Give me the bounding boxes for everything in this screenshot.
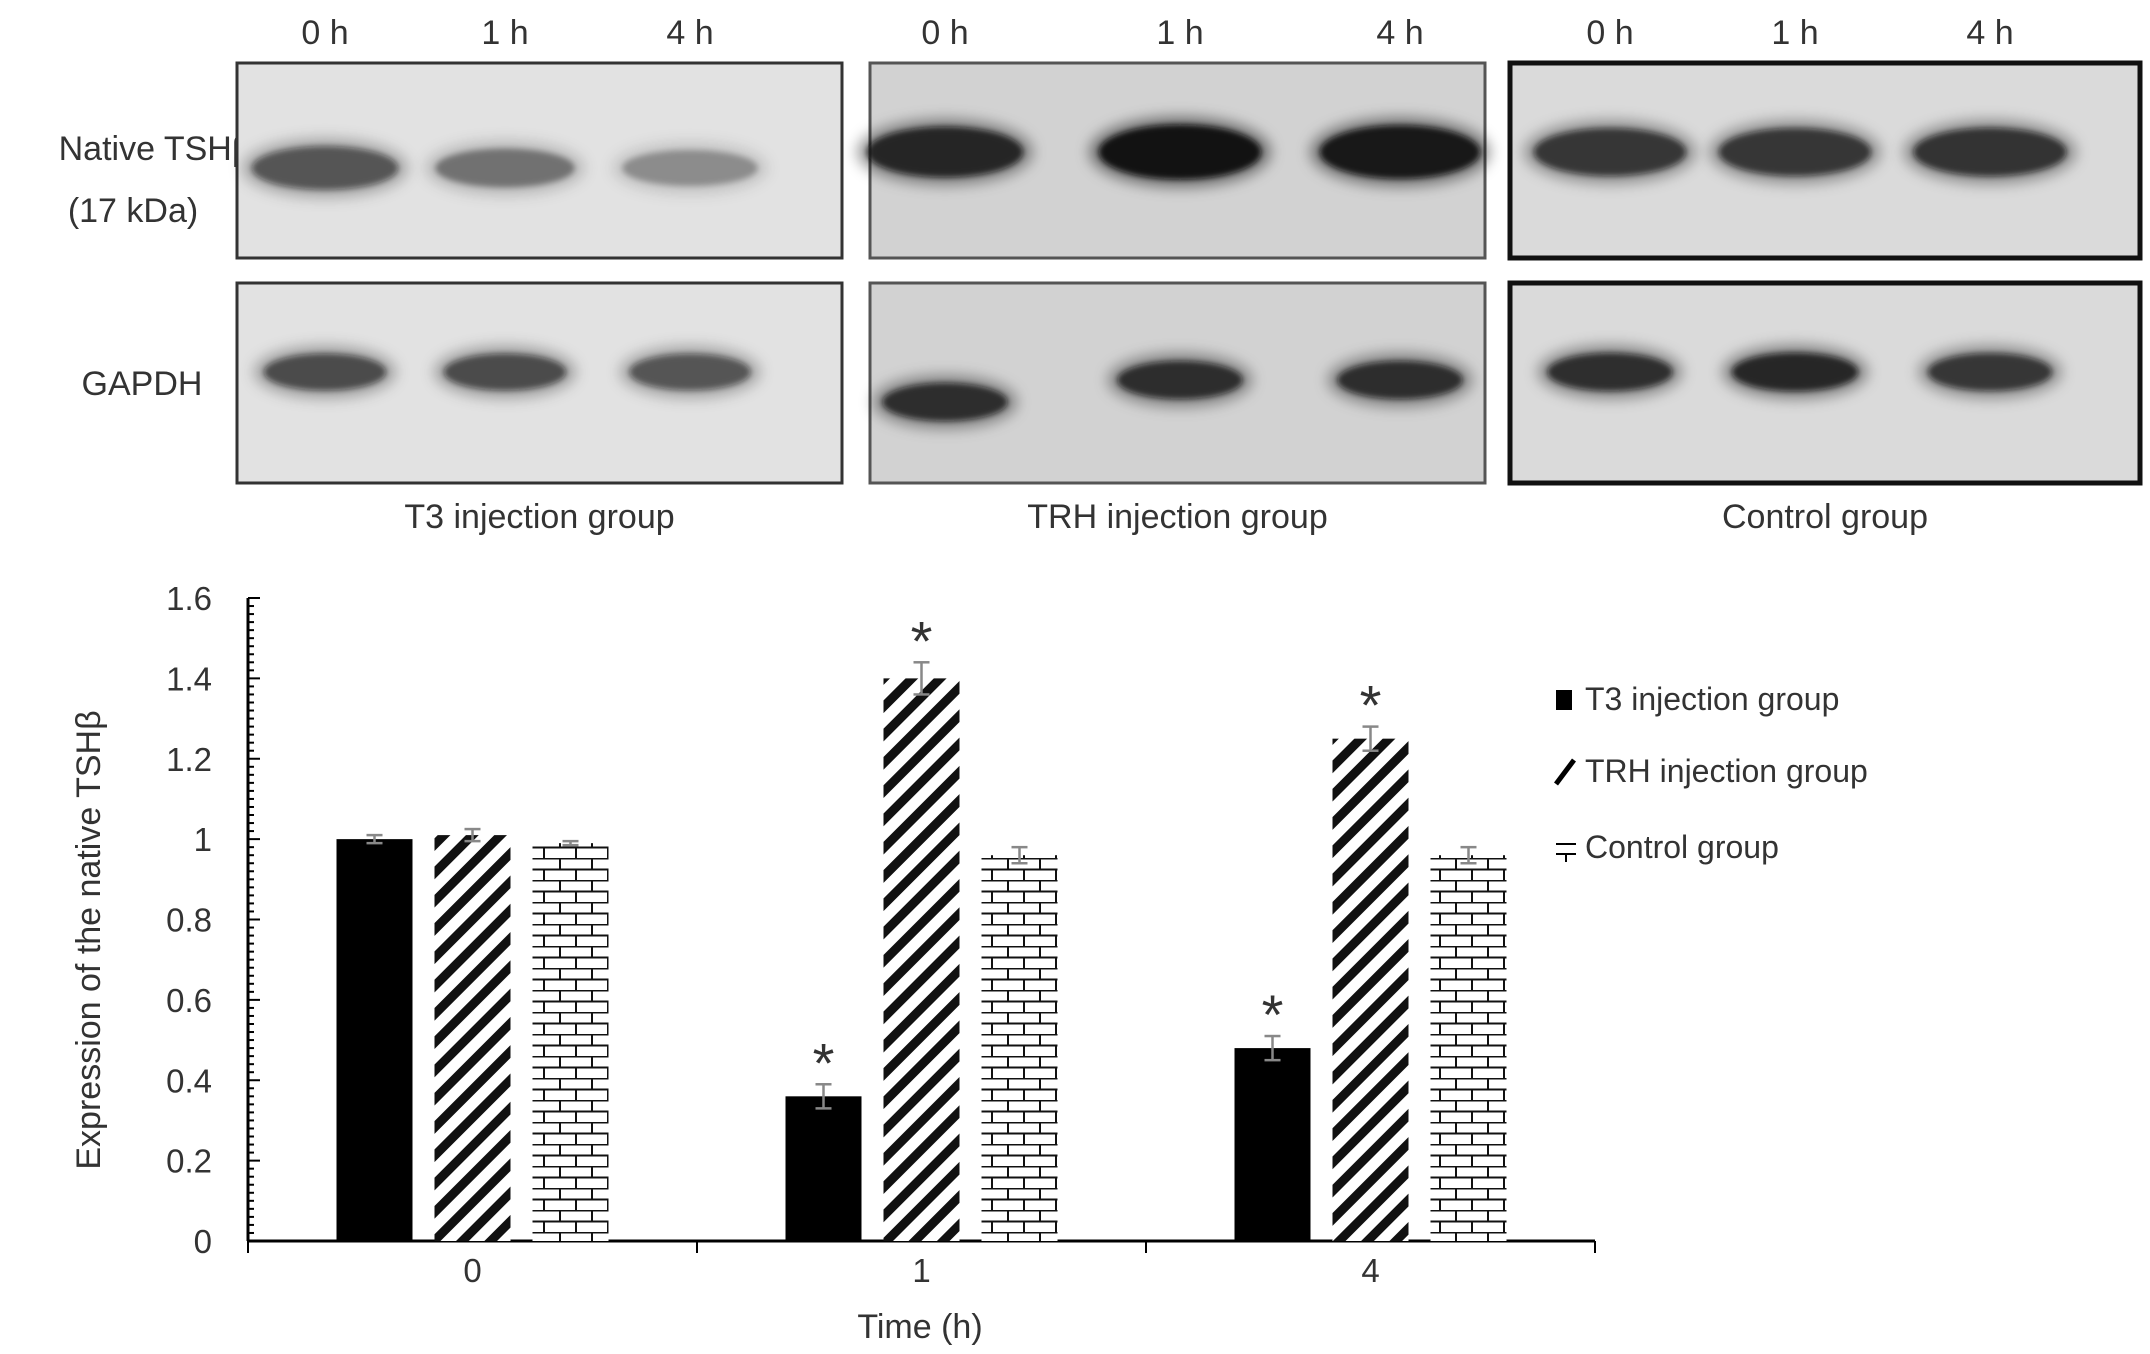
- panel-caption: Control group: [1722, 498, 1928, 536]
- bar-chart: 0 0.2 0.4 0.6 0.8 1 1.2 1.4 1.6 0 1 4 * * * * Express…: [70, 580, 1868, 1346]
- y-tick-label: 1.2: [166, 741, 212, 778]
- band: [622, 150, 758, 186]
- legend-label: T3 injection group: [1585, 681, 1839, 717]
- legend-swatch-brick: [1556, 843, 1576, 862]
- blot-panel-1: 0 h 1 h 4 h TRH injection group: [857, 14, 1490, 536]
- lane-label: 1 h: [481, 14, 528, 52]
- blot-panels: 0 h 1 h 4 h T3 injection group 0 h 1 h 4 h TRH …: [235, 14, 2143, 536]
- bar-0-2: [1234, 1048, 1311, 1241]
- lane-label: 4 h: [666, 14, 713, 52]
- bars: * * * *: [336, 609, 1507, 1241]
- row-label-tsh-kda: (17 kDa): [68, 192, 198, 230]
- bar-1-1: [883, 678, 960, 1241]
- band: [1547, 353, 1673, 391]
- band: [629, 353, 751, 391]
- band: [1117, 361, 1243, 399]
- band: [252, 146, 398, 190]
- legend-label: TRH injection group: [1585, 753, 1868, 789]
- legend-swatch-stripes: [1554, 758, 1576, 786]
- lane-label: 0 h: [1586, 14, 1633, 52]
- significance-asterisk: *: [1360, 674, 1382, 737]
- significance-asterisk: *: [813, 1031, 835, 1094]
- band: [1732, 352, 1858, 392]
- y-tick-label: 0.2: [166, 1143, 212, 1180]
- y-tick-label: 1.4: [166, 660, 212, 697]
- band: [1719, 128, 1871, 176]
- legend-swatch-solid: [1556, 690, 1572, 710]
- band: [1534, 128, 1686, 176]
- band: [882, 383, 1008, 421]
- bar-0-1: [785, 1096, 862, 1241]
- panel-caption: T3 injection group: [404, 498, 674, 536]
- y-axis: 0 0.2 0.4 0.6 0.8 1 1.2 1.4 1.6: [166, 580, 260, 1260]
- x-axis-label: Time (h): [857, 1308, 982, 1346]
- lane-label: 0 h: [301, 14, 348, 52]
- legend: T3 injection group TRH injection group Con…: [1554, 681, 1868, 865]
- y-tick-label: 0.8: [166, 902, 212, 939]
- bar-2-1: [981, 855, 1058, 1241]
- bar-0-0: [336, 839, 413, 1241]
- x-tick-label: 1: [912, 1252, 930, 1289]
- x-tick-label: 0: [463, 1252, 481, 1289]
- band: [1099, 124, 1261, 180]
- y-tick-label: 0: [194, 1223, 212, 1260]
- bar-1-0: [434, 835, 511, 1241]
- bar-1-2: [1332, 738, 1409, 1241]
- significance-asterisk: *: [1262, 983, 1284, 1046]
- band: [1337, 361, 1463, 399]
- row-label-tsh: Native TSHβ: [59, 130, 252, 168]
- x-axis: 0 1 4: [247, 1239, 1596, 1289]
- y-tick-label: 0.6: [166, 982, 212, 1019]
- band: [444, 353, 566, 391]
- y-tick-label: 1: [194, 821, 212, 858]
- lane-label: 0 h: [921, 14, 968, 52]
- y-tick-label: 0.4: [166, 1062, 212, 1099]
- legend-label: Control group: [1585, 829, 1779, 865]
- lane-label: 1 h: [1771, 14, 1818, 52]
- y-axis-label: Expression of the native TSHβ: [70, 710, 108, 1169]
- lane-label: 1 h: [1156, 14, 1203, 52]
- band: [1928, 353, 2052, 391]
- blot-panel-2: 0 h 1 h 4 h Control group: [1507, 14, 2143, 536]
- x-tick-label: 4: [1361, 1252, 1379, 1289]
- lane-label: 4 h: [1376, 14, 1423, 52]
- band: [435, 148, 575, 188]
- panel-caption: TRH injection group: [1027, 498, 1327, 536]
- y-tick-label: 1.6: [166, 580, 212, 617]
- band: [1913, 127, 2067, 177]
- bar-2-0: [532, 843, 609, 1241]
- bar-2-2: [1430, 855, 1507, 1241]
- band: [1320, 125, 1480, 179]
- western-blot: Native TSHβ (17 kDa) GAPDH 0 h 1 h 4 h T3 i…: [59, 14, 2143, 536]
- lane-label: 4 h: [1966, 14, 2013, 52]
- band: [264, 353, 386, 391]
- significance-asterisk: *: [911, 609, 933, 672]
- band: [867, 126, 1023, 178]
- row-label-gapdh: GAPDH: [82, 365, 203, 403]
- blot-panel-0: 0 h 1 h 4 h T3 injection group: [235, 14, 844, 536]
